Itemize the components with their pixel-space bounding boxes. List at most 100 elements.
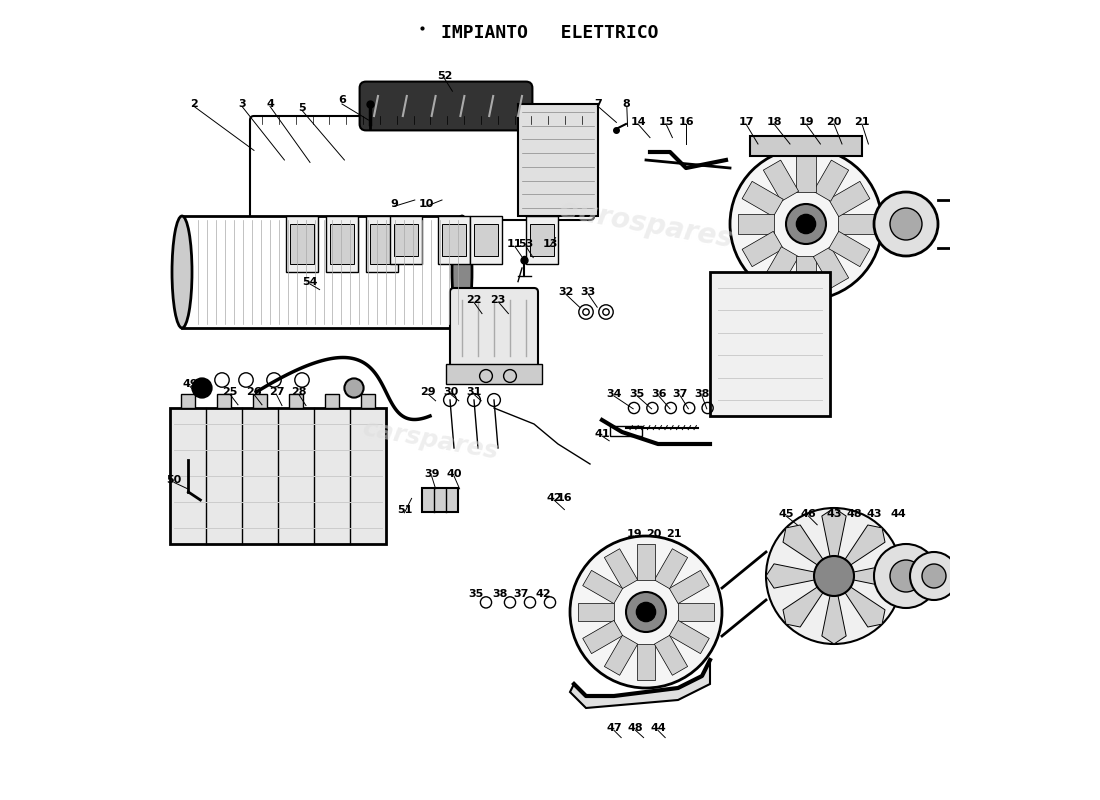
Bar xyxy=(180,394,195,408)
Text: 53: 53 xyxy=(518,239,534,249)
Text: 43: 43 xyxy=(867,509,882,518)
Text: 37: 37 xyxy=(514,590,529,599)
Text: 30: 30 xyxy=(443,387,459,397)
Circle shape xyxy=(890,560,922,592)
Polygon shape xyxy=(763,246,799,288)
Circle shape xyxy=(786,204,826,244)
Text: 45: 45 xyxy=(779,509,794,518)
FancyBboxPatch shape xyxy=(366,216,398,272)
Polygon shape xyxy=(678,603,714,621)
Circle shape xyxy=(814,556,854,596)
Circle shape xyxy=(344,378,364,398)
FancyBboxPatch shape xyxy=(450,288,538,368)
Polygon shape xyxy=(838,214,875,234)
Text: 11: 11 xyxy=(506,239,521,249)
Circle shape xyxy=(730,148,882,300)
Text: 4: 4 xyxy=(266,99,274,109)
Polygon shape xyxy=(828,182,870,217)
Text: 33: 33 xyxy=(581,287,596,297)
Bar xyxy=(217,394,231,408)
FancyBboxPatch shape xyxy=(360,82,532,130)
Polygon shape xyxy=(604,635,638,675)
Polygon shape xyxy=(604,549,638,589)
Text: 9: 9 xyxy=(390,199,398,209)
Bar xyxy=(446,364,542,384)
Polygon shape xyxy=(578,603,614,621)
Text: 13: 13 xyxy=(542,239,558,249)
Text: 32: 32 xyxy=(559,287,574,297)
Circle shape xyxy=(766,508,902,644)
Polygon shape xyxy=(783,525,834,576)
Polygon shape xyxy=(583,570,623,604)
Text: 35: 35 xyxy=(629,389,645,398)
Text: 40: 40 xyxy=(447,469,462,478)
Ellipse shape xyxy=(172,216,192,328)
Polygon shape xyxy=(828,231,870,266)
Text: 5: 5 xyxy=(298,103,306,113)
Polygon shape xyxy=(738,214,774,234)
Bar xyxy=(610,426,642,436)
Text: 25: 25 xyxy=(222,387,238,397)
Bar xyxy=(330,224,354,264)
Polygon shape xyxy=(822,508,846,576)
Text: 20: 20 xyxy=(647,530,662,539)
Bar xyxy=(394,224,418,256)
Text: IMPIANTO   ELETTRICO: IMPIANTO ELETTRICO xyxy=(441,24,659,42)
Polygon shape xyxy=(783,576,834,627)
Text: 19: 19 xyxy=(626,530,641,539)
Polygon shape xyxy=(763,160,799,202)
Text: 34: 34 xyxy=(606,389,621,398)
Circle shape xyxy=(874,192,938,256)
Polygon shape xyxy=(742,182,783,217)
Text: 49: 49 xyxy=(183,379,198,389)
FancyBboxPatch shape xyxy=(326,216,358,272)
Text: 15: 15 xyxy=(658,117,673,126)
Text: 2: 2 xyxy=(190,99,198,109)
Circle shape xyxy=(922,564,946,588)
Polygon shape xyxy=(570,660,710,708)
Text: 21: 21 xyxy=(855,117,870,126)
Text: 50: 50 xyxy=(166,475,182,485)
FancyBboxPatch shape xyxy=(526,216,558,264)
Circle shape xyxy=(890,208,922,240)
Polygon shape xyxy=(813,246,849,288)
Text: 42: 42 xyxy=(536,589,551,598)
Circle shape xyxy=(570,536,722,688)
Text: 16: 16 xyxy=(679,117,694,126)
Text: 37: 37 xyxy=(673,389,689,398)
Text: 52: 52 xyxy=(437,71,452,81)
Polygon shape xyxy=(654,635,688,675)
FancyBboxPatch shape xyxy=(438,216,470,264)
Bar xyxy=(182,216,462,328)
Polygon shape xyxy=(637,644,654,680)
Text: 38: 38 xyxy=(694,389,710,398)
Bar xyxy=(370,224,394,264)
Text: 7: 7 xyxy=(594,99,602,109)
Text: 35: 35 xyxy=(468,590,483,599)
Text: carspares: carspares xyxy=(360,416,500,464)
FancyBboxPatch shape xyxy=(390,216,422,264)
Polygon shape xyxy=(796,156,816,192)
Text: 17: 17 xyxy=(738,117,754,126)
Polygon shape xyxy=(669,570,710,604)
Text: 26: 26 xyxy=(246,387,262,397)
Ellipse shape xyxy=(452,216,472,328)
Text: 23: 23 xyxy=(491,295,506,305)
Bar xyxy=(422,488,458,512)
Circle shape xyxy=(796,214,815,234)
Text: 28: 28 xyxy=(292,387,307,397)
Polygon shape xyxy=(583,620,623,654)
Text: 19: 19 xyxy=(799,117,814,126)
Text: 8: 8 xyxy=(623,99,630,109)
Text: 38: 38 xyxy=(493,590,508,599)
Text: 16: 16 xyxy=(557,493,572,502)
Polygon shape xyxy=(637,544,654,580)
FancyBboxPatch shape xyxy=(710,272,830,416)
Text: 54: 54 xyxy=(302,277,318,286)
Polygon shape xyxy=(834,564,902,588)
Polygon shape xyxy=(796,256,816,292)
Polygon shape xyxy=(834,525,886,576)
Circle shape xyxy=(192,378,211,398)
Polygon shape xyxy=(669,620,710,654)
FancyBboxPatch shape xyxy=(518,104,598,216)
